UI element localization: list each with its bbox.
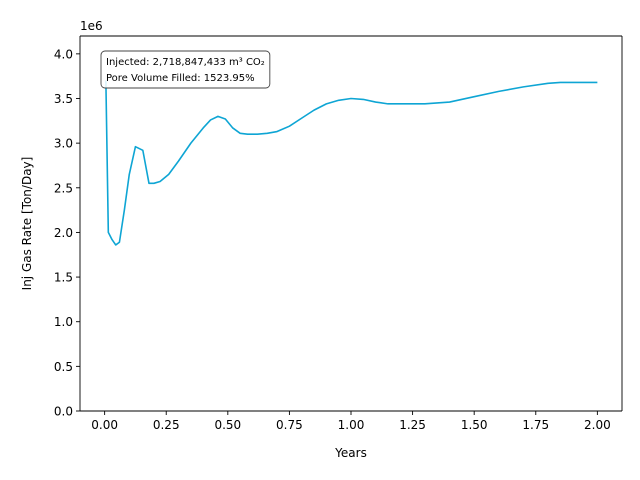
y-axis: 0.0 0.5 1.0 1.5 2.0 2.5 3.0 3.5 4.0 — [54, 47, 80, 419]
y-tick-label: 2.0 — [54, 226, 73, 240]
y-tick-label: 1.0 — [54, 315, 73, 329]
x-tick-label: 0.50 — [214, 418, 241, 432]
x-axis: 0.00 0.25 0.50 0.75 1.00 1.25 1.50 1.75 2.00 — [91, 411, 611, 432]
x-tick-label: 0.75 — [276, 418, 303, 432]
plot-background — [80, 36, 622, 411]
annotation-box: Injected: 2,718,847,433 m³ CO₂ Pore Volu… — [100, 50, 271, 89]
x-tick-label: 1.50 — [461, 418, 488, 432]
x-tick-label: 0.25 — [153, 418, 180, 432]
series-line-0 — [105, 80, 598, 246]
y-tick-label: 3.5 — [54, 92, 73, 106]
y-axis-label: Inj Gas Rate [Ton/Day] — [20, 157, 34, 291]
x-tick-label: 0.00 — [91, 418, 118, 432]
y-tick-label: 4.0 — [54, 47, 73, 61]
x-tick-label: 1.75 — [522, 418, 549, 432]
axes-frame — [79, 35, 623, 412]
x-tick-label: 1.25 — [399, 418, 426, 432]
plot-area — [80, 36, 622, 411]
x-tick-label: 1.00 — [338, 418, 365, 432]
annotation-injected-text: Injected: 2,718,847,433 m³ CO₂ — [106, 57, 265, 68]
series-layer — [105, 80, 598, 246]
annotation-background — [100, 50, 271, 89]
x-axis-label: Years — [334, 446, 367, 460]
y-offset-label: 1e6 — [80, 19, 103, 33]
y-tick-label: 1.5 — [54, 271, 73, 285]
annotation-pore-volume-text: Pore Volume Filled: 1523.95% — [106, 73, 255, 84]
y-tick-label: 0.0 — [54, 405, 73, 419]
x-tick-label: 2.00 — [584, 418, 611, 432]
y-tick-label: 3.0 — [54, 137, 73, 151]
y-tick-label: 0.5 — [54, 360, 73, 374]
y-tick-label: 2.5 — [54, 181, 73, 195]
